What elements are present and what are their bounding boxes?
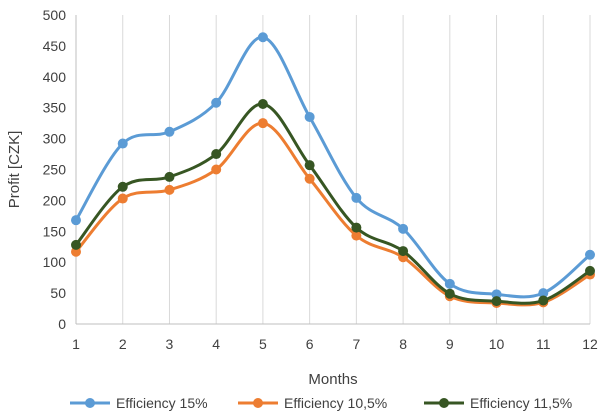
y-axis-title: Profit [CZK]: [6, 131, 23, 209]
series-1-point-4: [211, 97, 222, 108]
series-2-point-6: [304, 173, 315, 184]
y-tick-label-200: 200: [43, 192, 67, 208]
y-tick-label-50: 50: [50, 285, 66, 301]
series-3-point-2: [117, 181, 128, 192]
series-3-point-3: [164, 171, 175, 182]
series-3-point-5: [257, 98, 268, 109]
series-1-point-3: [164, 126, 175, 137]
series-3-point-12: [585, 265, 595, 276]
x-tick-label-7: 7: [352, 336, 360, 352]
series-1-point-11: [538, 288, 549, 299]
series-2-point-5: [257, 118, 268, 129]
series-1-point-8: [398, 223, 409, 234]
x-tick-label-5: 5: [259, 336, 267, 352]
y-tick-label-300: 300: [43, 131, 67, 147]
x-tick-label-1: 1: [72, 336, 80, 352]
series-line-2: [74, 121, 591, 307]
x-tick-label-9: 9: [446, 336, 454, 352]
series-1-point-5: [257, 32, 268, 43]
x-tick-label-2: 2: [119, 336, 127, 352]
legend-marker-3: [439, 398, 449, 408]
series-2-point-4: [211, 164, 222, 175]
series-layer: [71, 32, 595, 308]
x-tick-label-6: 6: [306, 336, 314, 352]
x-tick-label-4: 4: [212, 336, 220, 352]
x-tick-label-8: 8: [399, 336, 407, 352]
y-tick-label-100: 100: [43, 254, 67, 270]
x-tick-label-12: 12: [582, 336, 598, 352]
series-3-point-7: [351, 222, 362, 233]
series-1-point-9: [444, 278, 455, 289]
y-tick-label-500: 500: [43, 7, 67, 23]
series-2-point-7: [351, 230, 362, 241]
y-tick-label-450: 450: [43, 38, 67, 54]
series-2-point-2: [117, 193, 128, 204]
axes: [75, 15, 590, 325]
series-3-point-8: [398, 246, 409, 257]
x-tick-label-3: 3: [166, 336, 174, 352]
series-3-point-9: [444, 288, 455, 299]
x-tick-label-11: 11: [536, 336, 551, 352]
y-tick-label-0: 0: [58, 316, 66, 332]
series-1-point-6: [304, 111, 315, 122]
series-3-point-10: [491, 296, 502, 307]
series-1-point-2: [117, 138, 128, 149]
y-tick-label-150: 150: [43, 223, 67, 239]
y-tick-label-350: 350: [43, 100, 67, 116]
series-1-point-7: [351, 192, 362, 203]
series-3-point-1: [71, 239, 81, 250]
legend-label-2: Efficiency 10,5%: [284, 395, 387, 411]
series-3-point-4: [211, 149, 222, 160]
series-2-point-3: [164, 184, 175, 195]
x-tick-label-10: 10: [489, 336, 505, 352]
series-1-point-1: [71, 215, 81, 226]
y-tick-label-400: 400: [43, 69, 67, 85]
series-1-point-12: [585, 249, 595, 260]
legend-label-1: Efficiency 15%: [116, 395, 208, 411]
series-line-1: [74, 35, 591, 299]
series-3-point-11: [538, 295, 549, 306]
legend-label-3: Efficiency 11,5%: [470, 395, 572, 411]
x-axis-title: Months: [308, 371, 357, 388]
legend-marker-2: [253, 398, 263, 408]
grid: [75, 15, 591, 324]
series-3-point-6: [304, 160, 315, 171]
legend: Efficiency 15% Efficiency 10,5% Efficiency…: [70, 395, 572, 411]
y-tick-label-250: 250: [43, 162, 67, 178]
legend-marker-1: [85, 398, 95, 408]
